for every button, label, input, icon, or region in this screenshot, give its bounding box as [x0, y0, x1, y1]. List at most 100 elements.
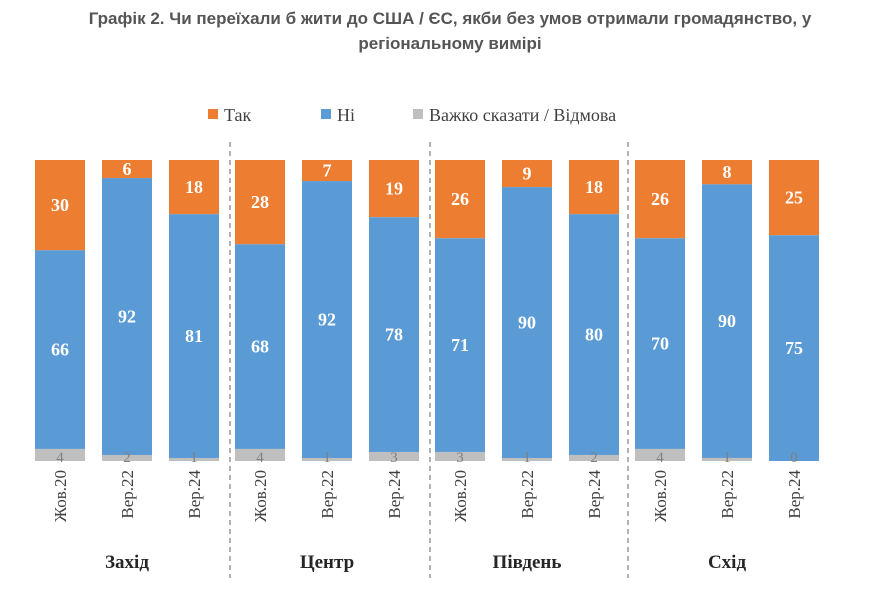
legend-label-2: Важко сказати / Відмова — [429, 105, 616, 125]
region-label-південь: Південь — [493, 552, 562, 573]
bar-центр-0-tak-label: 28 — [251, 192, 269, 212]
bar-захід-2-ni — [169, 214, 219, 458]
bar-схід-2-tick-label: Вер.24 — [785, 470, 804, 519]
bar-захід-1-dk — [102, 454, 152, 461]
bar-захід-2-ni-label: 81 — [185, 326, 203, 346]
bar-схід-2-dk-label: 0 — [790, 450, 798, 466]
bar-схід-2-ni — [769, 235, 819, 461]
bar-південь-1-tak-label: 9 — [523, 164, 532, 184]
bar-південь-1-tak — [502, 160, 552, 188]
region-label-захід: Захід — [105, 552, 149, 573]
bar-схід-1-dk — [702, 457, 752, 461]
bar-південь-0-tak — [435, 160, 485, 239]
bar-центр-2-tak-label: 19 — [385, 179, 403, 199]
bar-центр-2-tick-label: Вер.24 — [385, 470, 404, 519]
legend-swatch-0 — [208, 109, 218, 119]
bar-південь-2-tick-label: Вер.24 — [585, 470, 604, 519]
bar-схід-0-tick-label: Жов.20 — [651, 470, 670, 522]
bar-схід-0-tak — [635, 160, 685, 239]
bar-захід-0-tak — [35, 160, 85, 251]
bar-захід-2-dk — [169, 457, 219, 461]
legend-swatch-1 — [321, 109, 331, 119]
bar-південь-0-ni-label: 71 — [451, 335, 469, 355]
bar-центр-1-tak-label: 7 — [323, 161, 332, 181]
legend-label-0: Так — [224, 105, 252, 125]
bar-схід-1-tak — [702, 160, 752, 185]
bar-південь-0-tick-label: Жов.20 — [451, 470, 470, 522]
bar-центр-2-ni-label: 78 — [385, 325, 403, 345]
bar-захід-0-tick-label: Жов.20 — [51, 470, 70, 522]
x-tick-labels: Жов.20 Вер.22 Вер.24 Жов.20 Вер.22 Вер.24 Жов.… — [51, 470, 804, 523]
bar-південь-1-dk — [502, 457, 552, 461]
bar-центр-1-ni-label: 92 — [318, 310, 336, 330]
bar-центр-2-dk-label: 3 — [390, 450, 398, 466]
region-label-схід: Схід — [708, 552, 747, 573]
bar-центр-2-tak — [369, 160, 419, 218]
bar-центр-1-tak — [302, 160, 352, 182]
bar-південь-1-tick-label: Вер.22 — [518, 470, 537, 519]
bar-схід-2-tak — [769, 160, 819, 236]
bar-південь-2-ni — [569, 214, 619, 455]
bar-схід-1-tick-label: Вер.22 — [718, 470, 737, 519]
bar-захід-1-tak-label: 6 — [123, 159, 132, 179]
legend-swatch-2 — [413, 109, 423, 119]
bar-південь-2-dk — [569, 454, 619, 461]
chart-title: Графік 2. Чи переїхали б жити до США / Є… — [20, 6, 880, 56]
bar-центр-1-ni — [302, 181, 352, 458]
bar-південь-1-ni-label: 90 — [518, 313, 536, 333]
bar-центр-1-dk-label: 1 — [323, 450, 331, 466]
bar-південь-2-tak-label: 18 — [585, 177, 603, 197]
bar-захід-1-ni-label: 92 — [118, 307, 136, 327]
bar-південь-2-tak — [569, 160, 619, 215]
bar-центр-0-dk — [235, 448, 285, 461]
bar-схід-0-dk-label: 4 — [656, 450, 664, 466]
bar-схід-1-ni-label: 90 — [718, 311, 736, 331]
bar-центр-2-ni — [369, 217, 419, 452]
bar-центр-0-ni-label: 68 — [251, 337, 269, 357]
bar-захід-0-ni — [35, 250, 85, 449]
bar-захід-0-dk-label: 4 — [56, 450, 64, 466]
bar-центр-1-tick-label: Вер.22 — [318, 470, 337, 519]
bar-захід-1-tick-label: Вер.22 — [118, 470, 137, 519]
bar-схід-2-ni-label: 75 — [785, 338, 803, 358]
bar-схід-1-tak-label: 8 — [723, 162, 732, 182]
bar-захід-0-dk — [35, 448, 85, 461]
bar-центр-0-ni — [235, 244, 285, 449]
legend: Так Ні Важко сказати / Відмова — [208, 105, 616, 125]
bar-захід-2-tak-label: 18 — [185, 177, 203, 197]
bar-захід-2-tak — [169, 160, 219, 215]
bar-схід-0-ni — [635, 238, 685, 449]
bars: 3066469221881128684792119783267139901188… — [35, 159, 819, 466]
bar-південь-0-tak-label: 26 — [451, 189, 469, 209]
bar-захід-0-ni-label: 66 — [51, 340, 69, 360]
bar-захід-0-tak-label: 30 — [51, 195, 69, 215]
bar-захід-2-tick-label: Вер.24 — [185, 470, 204, 519]
bar-південь-0-dk-label: 3 — [456, 450, 464, 466]
legend-label-1: Ні — [337, 105, 355, 125]
bar-центр-2-dk — [369, 451, 419, 461]
bar-центр-0-tick-label: Жов.20 — [251, 470, 270, 522]
region-label-центр: Центр — [300, 552, 354, 573]
bar-схід-1-dk-label: 1 — [723, 450, 731, 466]
bar-захід-1-tak — [102, 160, 152, 179]
chart-title-line-1: Графік 2. Чи переїхали б жити до США / Є… — [88, 9, 812, 28]
bar-захід-2-dk-label: 1 — [190, 450, 198, 466]
chart-title-line-2: регіональному вимірі — [358, 34, 542, 53]
bar-південь-1-ni — [502, 187, 552, 458]
bar-захід-1-dk-label: 2 — [123, 450, 131, 466]
bar-південь-2-dk-label: 2 — [590, 450, 598, 466]
bar-південь-0-dk — [435, 451, 485, 461]
bar-схід-2-tak-label: 25 — [785, 188, 803, 208]
bar-південь-1-dk-label: 1 — [523, 450, 531, 466]
bar-центр-0-dk-label: 4 — [256, 450, 264, 466]
bar-центр-1-dk — [302, 457, 352, 461]
bar-захід-1-ni — [102, 178, 152, 455]
region-labels: Захід Центр Південь Схід — [105, 552, 746, 573]
bar-південь-0-ni — [435, 238, 485, 452]
bar-південь-2-ni-label: 80 — [585, 325, 603, 345]
bar-схід-0-ni-label: 70 — [651, 334, 669, 354]
group-separators — [229, 142, 629, 578]
bar-схід-0-dk — [635, 448, 685, 461]
bar-центр-0-tak — [235, 160, 285, 245]
